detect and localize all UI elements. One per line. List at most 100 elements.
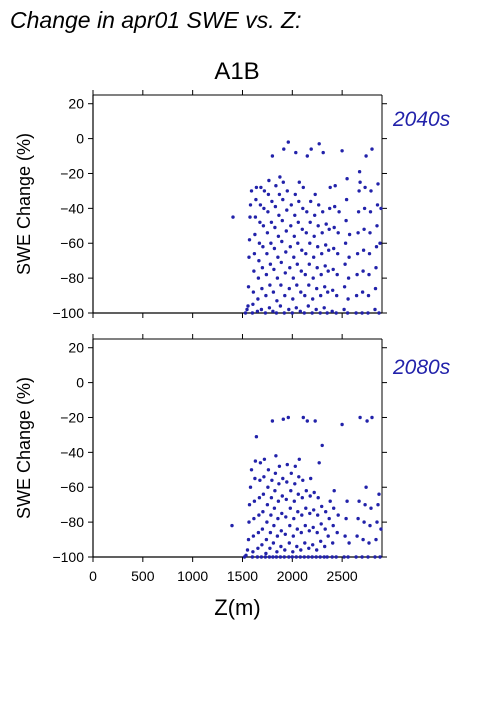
data-point bbox=[364, 485, 368, 489]
data-point bbox=[332, 506, 336, 510]
data-point bbox=[303, 272, 307, 277]
data-point bbox=[286, 415, 290, 420]
data-point bbox=[293, 464, 297, 468]
y-tick-label: −80 bbox=[60, 514, 84, 530]
data-point bbox=[362, 520, 366, 524]
data-point bbox=[326, 534, 330, 538]
data-point bbox=[245, 307, 249, 312]
data-point bbox=[317, 142, 321, 146]
data-point bbox=[366, 293, 371, 298]
data-point bbox=[303, 523, 307, 528]
data-point bbox=[281, 476, 285, 481]
data-point bbox=[360, 290, 365, 294]
data-point bbox=[304, 506, 308, 510]
data-point bbox=[256, 297, 260, 301]
data-point bbox=[254, 197, 258, 202]
data-point bbox=[316, 513, 320, 517]
data-point bbox=[301, 415, 305, 420]
data-point bbox=[336, 231, 340, 235]
data-point bbox=[254, 435, 259, 439]
data-point bbox=[297, 180, 301, 184]
data-point bbox=[269, 220, 274, 224]
data-point bbox=[323, 527, 327, 531]
data-points bbox=[231, 140, 383, 315]
data-point bbox=[366, 555, 370, 559]
data-point bbox=[273, 225, 277, 230]
data-point bbox=[304, 231, 308, 235]
data-point bbox=[331, 267, 335, 272]
data-point bbox=[335, 272, 339, 277]
data-point bbox=[368, 523, 372, 528]
data-point bbox=[321, 150, 325, 155]
data-point bbox=[276, 516, 280, 521]
data-point bbox=[323, 264, 327, 268]
data-point bbox=[340, 422, 344, 427]
data-point bbox=[301, 185, 305, 190]
data-point bbox=[346, 555, 350, 559]
data-point bbox=[358, 180, 362, 184]
data-point bbox=[257, 259, 261, 263]
data-point bbox=[289, 203, 293, 207]
x-tick-label: 2000 bbox=[277, 568, 308, 584]
x-tick-label: 0 bbox=[89, 568, 97, 584]
data-point bbox=[357, 170, 362, 174]
data-point bbox=[318, 555, 322, 559]
y-tick-label: 20 bbox=[68, 96, 84, 112]
data-point bbox=[247, 255, 251, 259]
data-point bbox=[265, 231, 270, 235]
data-point bbox=[327, 516, 331, 521]
data-point bbox=[279, 260, 283, 265]
data-point bbox=[270, 154, 275, 158]
data-point bbox=[298, 555, 302, 559]
data-point bbox=[292, 499, 296, 503]
data-point bbox=[279, 529, 283, 533]
data-point bbox=[280, 494, 284, 498]
data-point bbox=[302, 555, 306, 559]
data-point bbox=[311, 525, 315, 530]
data-point bbox=[267, 178, 271, 183]
data-point bbox=[279, 283, 283, 287]
data-point bbox=[259, 185, 263, 190]
data-point bbox=[378, 555, 382, 559]
data-point bbox=[300, 248, 304, 252]
data-point bbox=[261, 224, 266, 228]
data-point bbox=[288, 523, 292, 528]
data-point bbox=[306, 555, 310, 559]
data-point bbox=[266, 210, 270, 214]
data-point bbox=[342, 307, 346, 312]
data-point bbox=[285, 208, 289, 212]
data-point bbox=[320, 443, 324, 448]
data-point bbox=[297, 457, 301, 461]
data-point bbox=[258, 478, 262, 482]
data-point bbox=[252, 269, 256, 273]
data-point bbox=[296, 241, 300, 245]
data-point bbox=[269, 496, 274, 500]
data-point bbox=[325, 555, 329, 559]
data-point bbox=[325, 311, 329, 315]
data-point bbox=[258, 461, 263, 465]
data-point bbox=[279, 544, 283, 549]
data-point bbox=[295, 527, 299, 531]
data-point bbox=[367, 252, 372, 256]
data-point bbox=[275, 299, 279, 303]
data-point bbox=[378, 241, 382, 245]
data-point bbox=[313, 192, 317, 197]
data-point bbox=[249, 468, 254, 472]
data-point bbox=[362, 206, 367, 211]
data-point bbox=[308, 220, 312, 224]
data-point bbox=[275, 550, 279, 554]
data-point bbox=[328, 185, 332, 190]
data-point bbox=[368, 231, 372, 235]
data-point bbox=[262, 206, 266, 211]
data-point bbox=[263, 555, 268, 559]
data-point bbox=[327, 248, 331, 252]
data-point bbox=[293, 482, 297, 486]
data-point bbox=[281, 417, 285, 421]
data-point bbox=[288, 266, 292, 270]
data-point bbox=[271, 555, 275, 559]
data-point bbox=[294, 555, 298, 559]
data-point bbox=[254, 185, 259, 190]
data-point bbox=[269, 241, 273, 245]
data-point bbox=[335, 530, 339, 535]
data-point bbox=[344, 516, 348, 521]
